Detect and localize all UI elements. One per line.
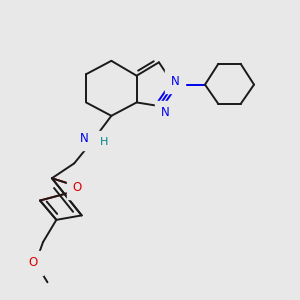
Text: N: N: [80, 132, 88, 145]
Text: O: O: [73, 181, 82, 194]
Text: N: N: [171, 74, 180, 88]
Text: H: H: [100, 137, 108, 147]
Text: N: N: [160, 106, 169, 119]
Text: O: O: [28, 256, 37, 269]
